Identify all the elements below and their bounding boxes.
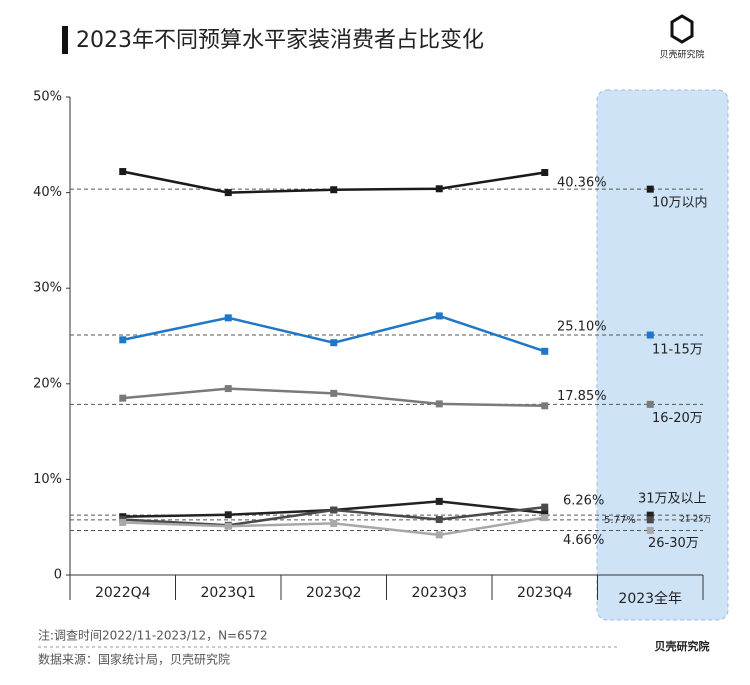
logo-text: 贝壳研究院: [655, 639, 710, 653]
annual-point: [646, 400, 654, 408]
point: [330, 186, 338, 194]
annual-label: 4.66%: [563, 533, 604, 548]
y-tick-label: 0: [54, 568, 62, 583]
y-tick-label: 30%: [33, 281, 62, 296]
point: [541, 347, 549, 355]
legend-label: 11-15万: [652, 343, 703, 358]
annual-point: [646, 185, 654, 193]
logo-icon: [670, 14, 694, 44]
point: [435, 400, 443, 408]
annual-point: [646, 526, 654, 534]
annual-label: 5.77%: [604, 515, 636, 526]
point: [224, 522, 232, 530]
point: [435, 531, 443, 539]
point: [119, 336, 127, 344]
annual-label: 40.36%: [557, 176, 607, 191]
point: [224, 385, 232, 393]
point: [435, 312, 443, 320]
point: [541, 503, 549, 511]
x-tick-label: 2023Q1: [200, 585, 256, 601]
point: [435, 497, 443, 505]
legend-label: 26-30万: [648, 536, 699, 551]
source: 数据来源：国家统计局，贝壳研究院: [38, 652, 230, 667]
annual-point: [646, 331, 654, 339]
x-tick-label: 2023Q4: [517, 585, 573, 601]
annual-panel: [596, 89, 729, 621]
annual-point: [646, 516, 654, 524]
logo-text: 贝壳研究院: [659, 49, 704, 61]
x-tick-label: 2023全年: [618, 590, 682, 607]
point: [541, 514, 549, 522]
point: [541, 509, 549, 517]
x-tick-label: 2023Q3: [411, 585, 467, 601]
y-tick-label: 40%: [33, 185, 62, 200]
point: [224, 314, 232, 322]
annual-label: 17.85%: [557, 389, 607, 404]
legend-label: 21-25万: [680, 514, 711, 523]
chart-title: 2023年不同预算水平家装消费者占比变化: [76, 28, 484, 53]
y-tick-label: 20%: [33, 376, 62, 391]
legend-label: 16-20万: [652, 411, 703, 426]
point: [435, 516, 443, 524]
title-bar: [62, 26, 68, 54]
point: [224, 511, 232, 519]
x-tick-label: 2023Q2: [306, 585, 362, 601]
point: [330, 389, 338, 397]
legend-label: 10万以内: [652, 195, 708, 211]
annual-point: [646, 511, 654, 519]
point: [330, 506, 338, 514]
legend-label: 31万及以上: [638, 492, 707, 507]
y-tick-label: 50%: [33, 90, 62, 105]
annual-label: 25.10%: [557, 320, 607, 335]
x-tick-label: 2022Q4: [95, 585, 151, 601]
point: [541, 169, 549, 177]
y-tick-label: 10%: [33, 472, 62, 487]
point: [541, 402, 549, 410]
point: [119, 168, 127, 176]
note: 注:调查时间2022/11-2023/12，N=6572: [38, 628, 268, 643]
point: [119, 394, 127, 402]
point: [330, 339, 338, 347]
point: [435, 185, 443, 193]
point: [119, 518, 127, 526]
point: [224, 189, 232, 197]
point: [330, 519, 338, 527]
annual-label: 6.26%: [563, 494, 604, 509]
